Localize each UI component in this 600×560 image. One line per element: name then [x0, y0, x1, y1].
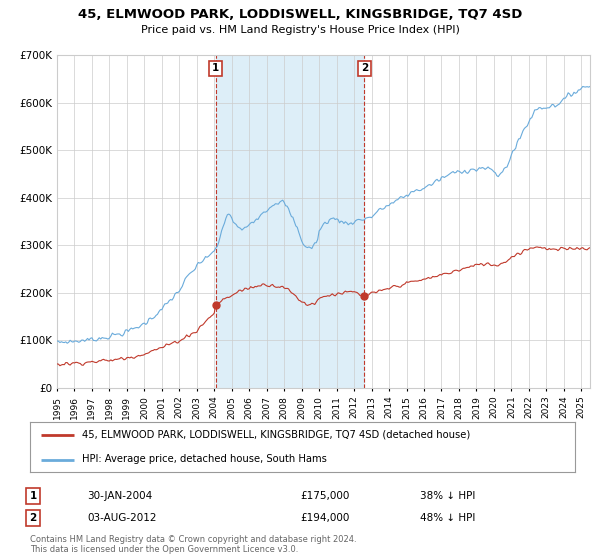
- Text: Price paid vs. HM Land Registry's House Price Index (HPI): Price paid vs. HM Land Registry's House …: [140, 25, 460, 35]
- Text: 1: 1: [212, 63, 220, 73]
- Text: 45, ELMWOOD PARK, LODDISWELL, KINGSBRIDGE, TQ7 4SD: 45, ELMWOOD PARK, LODDISWELL, KINGSBRIDG…: [78, 8, 522, 21]
- Text: Contains HM Land Registry data © Crown copyright and database right 2024.
This d: Contains HM Land Registry data © Crown c…: [30, 535, 356, 554]
- Text: 45, ELMWOOD PARK, LODDISWELL, KINGSBRIDGE, TQ7 4SD (detached house): 45, ELMWOOD PARK, LODDISWELL, KINGSBRIDG…: [82, 430, 470, 440]
- Text: HPI: Average price, detached house, South Hams: HPI: Average price, detached house, Sout…: [82, 455, 326, 464]
- Text: 2: 2: [29, 513, 37, 523]
- Text: £194,000: £194,000: [300, 513, 349, 523]
- Text: 1: 1: [29, 491, 37, 501]
- Bar: [215, 55, 364, 388]
- Text: 48% ↓ HPI: 48% ↓ HPI: [420, 513, 475, 523]
- Text: 2: 2: [361, 63, 368, 73]
- Text: 03-AUG-2012: 03-AUG-2012: [87, 513, 157, 523]
- Text: 30-JAN-2004: 30-JAN-2004: [87, 491, 152, 501]
- Text: 38% ↓ HPI: 38% ↓ HPI: [420, 491, 475, 501]
- Text: £175,000: £175,000: [300, 491, 349, 501]
